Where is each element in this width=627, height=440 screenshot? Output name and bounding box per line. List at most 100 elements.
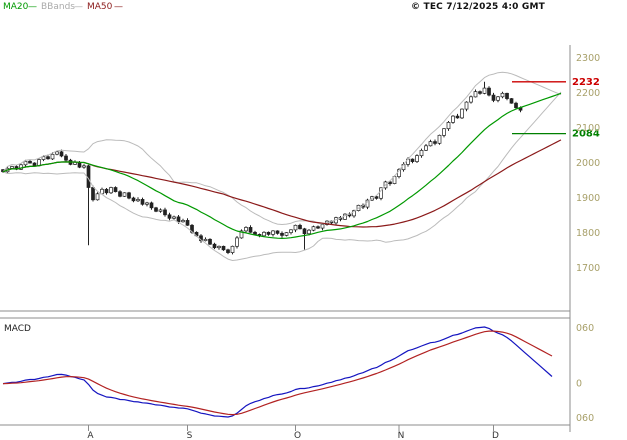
level-label: 2084 — [572, 129, 600, 140]
price-tick-label: 2300 — [576, 53, 600, 64]
candle-body — [509, 98, 514, 104]
candle-body — [64, 155, 68, 161]
candle-body — [118, 191, 122, 197]
macd-line — [2, 326, 553, 418]
candle-body — [212, 243, 217, 249]
candle-body — [167, 214, 172, 219]
candle-body — [244, 227, 248, 232]
candle-body — [298, 224, 302, 230]
candle-body — [275, 230, 280, 234]
bollinger-lower-line — [2, 91, 562, 261]
indicator-lines-layer — [2, 71, 566, 418]
candle-body — [82, 165, 86, 168]
candle-body — [176, 216, 181, 223]
candle-body — [208, 238, 212, 245]
month-label: D — [492, 431, 499, 440]
candle-body — [149, 202, 154, 209]
candle-body — [307, 229, 311, 235]
candle-body — [455, 115, 460, 119]
candle-body — [473, 91, 478, 98]
candle-body — [203, 238, 208, 242]
candle-body — [271, 230, 275, 235]
legend-ma20-line-sample: — — [28, 2, 37, 12]
month-label: S — [187, 431, 193, 440]
candle-body — [500, 92, 505, 98]
candle-body — [464, 101, 469, 110]
macd-tick-label: 0 — [576, 379, 582, 390]
candle-body — [514, 102, 518, 109]
candle-body — [77, 161, 82, 168]
price-tick-label: 2000 — [576, 158, 600, 169]
candle-body — [487, 87, 491, 96]
candle-body — [280, 232, 284, 236]
candle-body — [50, 153, 55, 160]
month-label: N — [398, 431, 405, 440]
candle-body — [437, 134, 442, 144]
price-tick-label: 2100 — [576, 123, 600, 134]
candle-body — [253, 231, 257, 235]
macd-signal-line — [2, 330, 553, 416]
candle-body — [374, 196, 379, 199]
candle-body — [154, 207, 158, 212]
candle-body — [248, 227, 253, 233]
candle-body — [410, 158, 415, 162]
candle-body — [496, 96, 500, 101]
candle-body — [226, 249, 230, 253]
candle-body — [478, 91, 482, 94]
candle-body — [424, 145, 428, 151]
candle-body — [122, 192, 127, 197]
candle-body — [140, 199, 145, 205]
month-label: O — [294, 431, 301, 440]
candle-body — [262, 231, 266, 237]
month-label: A — [87, 431, 94, 440]
ma20-line — [2, 92, 562, 239]
candle-body — [469, 96, 473, 103]
candle-body — [302, 228, 307, 235]
candle-body — [217, 245, 221, 249]
legend-ma50-label: MA50 — [87, 2, 113, 12]
candle-body — [185, 220, 190, 226]
candle-body — [127, 192, 131, 199]
level-label: 2232 — [572, 77, 600, 88]
candle-body — [181, 220, 185, 223]
candle-body — [289, 229, 293, 233]
candle-body — [266, 231, 271, 235]
candle-body — [163, 209, 167, 216]
legend-ma50-line-sample: — — [114, 2, 123, 12]
candle-body — [19, 164, 23, 170]
candle-body — [109, 187, 113, 194]
candle-body — [415, 155, 419, 162]
candle-body — [145, 202, 149, 205]
macd-panel-label: MACD — [4, 324, 31, 334]
candle-body — [91, 187, 95, 201]
candle-body — [113, 187, 118, 193]
candle-body — [136, 199, 140, 202]
candle-body — [104, 188, 109, 194]
candle-body — [320, 224, 325, 229]
candle-body — [505, 92, 509, 99]
candle-body — [46, 156, 50, 160]
candle-body — [172, 216, 176, 219]
candle-body — [352, 210, 356, 217]
candle-body — [451, 115, 455, 123]
candle-body — [460, 108, 464, 119]
legend-bbands-line-sample: — — [74, 2, 83, 12]
candle-body — [379, 187, 383, 199]
candle-body — [428, 141, 433, 147]
candle-body — [95, 193, 100, 201]
legend-ma20-label: MA20 — [3, 2, 29, 12]
candle-body — [293, 224, 298, 231]
candle-body — [221, 245, 226, 251]
candle-body — [419, 150, 424, 157]
candle-body — [10, 166, 14, 169]
axes-layer — [0, 45, 571, 432]
candle-body — [23, 160, 28, 166]
macd-tick-label: 060 — [576, 413, 594, 424]
candle-body — [55, 151, 59, 155]
candle-body — [316, 226, 320, 229]
candle-body — [284, 232, 289, 236]
price-tick-label: 1900 — [576, 193, 600, 204]
